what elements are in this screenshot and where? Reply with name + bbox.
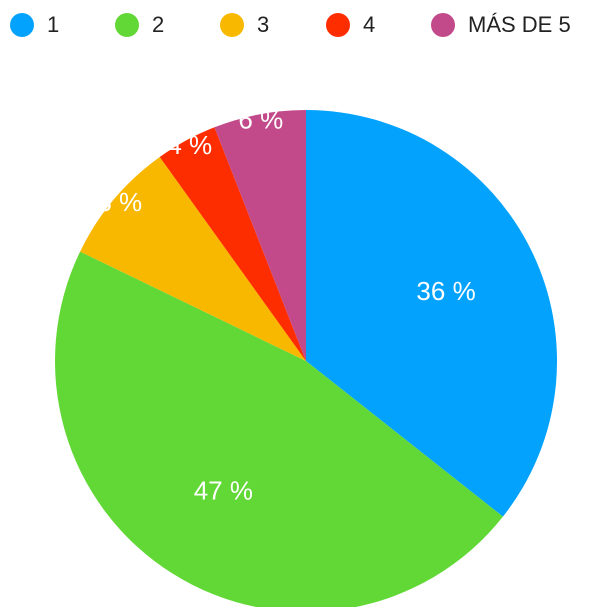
slice-label: 47 % xyxy=(194,476,253,506)
pie-slice xyxy=(214,110,306,361)
slice-label: 36 % xyxy=(416,276,475,306)
legend-swatch xyxy=(431,13,455,37)
pie-slice xyxy=(306,110,557,517)
slice-label: 6 % xyxy=(238,105,283,135)
legend-swatch xyxy=(10,13,34,37)
legend-label: 3 xyxy=(257,12,269,37)
legend-label: 1 xyxy=(47,12,59,37)
legend-swatch xyxy=(326,13,350,37)
slice-label: 4 % xyxy=(167,130,212,160)
legend-swatch xyxy=(220,13,244,37)
legend: 1 2 3 4 MÁS DE 5 xyxy=(10,12,571,37)
pie-slice xyxy=(159,127,306,361)
pie-slice xyxy=(80,157,306,361)
legend-swatch xyxy=(115,13,139,37)
pie: 36 % 47 % 8 % 4 % 6 % xyxy=(55,105,557,607)
legend-label: 2 xyxy=(152,12,164,37)
pie-slice xyxy=(55,251,503,607)
legend-label: MÁS DE 5 xyxy=(468,12,571,37)
legend-label: 4 xyxy=(363,12,375,37)
slice-label: 8 % xyxy=(97,187,142,217)
